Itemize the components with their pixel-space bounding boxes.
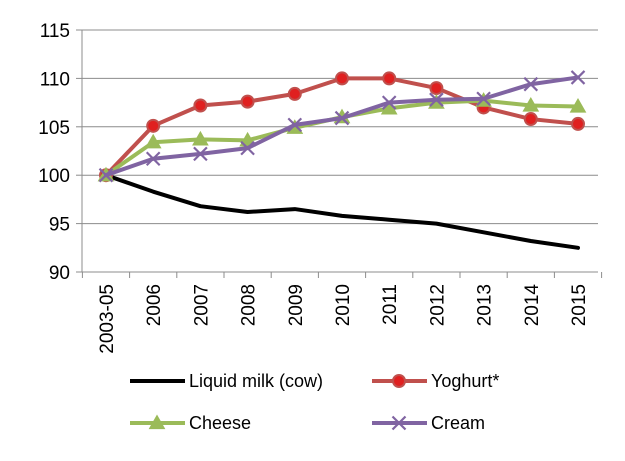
- x-tick-label: 2014: [522, 284, 543, 327]
- marker-stroke: [381, 95, 397, 110]
- data-point-yoghurt: [240, 94, 255, 109]
- x-tick-label: 2015: [569, 284, 590, 326]
- marker-stroke: [240, 140, 255, 156]
- data-point-yoghurt: [571, 116, 585, 131]
- marker-stroke: [429, 92, 444, 107]
- marker-stroke: [98, 167, 114, 183]
- gridlines: [82, 29, 598, 225]
- x-tick-label: 2013: [475, 284, 496, 326]
- data-point-cream: [429, 92, 444, 107]
- legend-item-cream: Cream: [372, 413, 485, 433]
- x-tick-label: 2008: [239, 284, 260, 326]
- legend: Liquid milk (cow) Yoghurt* Cheese Cream: [130, 371, 499, 433]
- legend-label: Liquid milk (cow): [189, 371, 323, 391]
- axes: [76, 29, 603, 278]
- y-tick-label: 95: [49, 215, 70, 236]
- data-point-cream: [570, 70, 586, 85]
- data-point-cheese: [569, 97, 587, 113]
- y-tick-label: 90: [49, 263, 70, 284]
- legend-label: Yoghurt*: [431, 371, 499, 391]
- y-axis-tick-labels: 90 95 100 105 110 115: [38, 21, 70, 284]
- data-point-cream: [381, 95, 397, 110]
- legend-item-liquid-milk-cow: Liquid milk (cow): [130, 371, 323, 391]
- x-tick-label: 2009: [286, 284, 307, 326]
- series-line-liquid-milk-cow: [104, 173, 580, 250]
- data-point-yoghurt: [146, 118, 161, 133]
- data-point-yoghurt: [287, 86, 302, 101]
- data-point-yoghurt: [193, 98, 208, 113]
- series-liquid-milk-cow: [104, 173, 580, 250]
- marker-stroke: [287, 117, 303, 133]
- marker-stroke: [145, 151, 161, 167]
- series-cream: [98, 70, 586, 183]
- legend-marker: [392, 374, 406, 388]
- marker-stroke: [391, 415, 407, 431]
- x-tick-label: 2006: [144, 284, 165, 326]
- data-point-cheese: [522, 96, 540, 112]
- data-point-yoghurt: [382, 71, 397, 86]
- data-point-cream: [240, 140, 255, 156]
- data-point-yoghurt: [523, 112, 538, 127]
- data-point-cream: [193, 146, 208, 162]
- data-point-cream: [98, 167, 114, 183]
- x-tick-label: 2007: [191, 284, 212, 326]
- data-point-cheese: [192, 130, 209, 146]
- legend-marker: [391, 415, 407, 431]
- data-point-cream: [476, 91, 491, 107]
- legend-marker: [148, 414, 166, 430]
- data-point-cheese: [144, 133, 162, 149]
- x-tick-label: 2011: [380, 284, 401, 325]
- x-tick-label: 2010: [333, 284, 354, 326]
- marker-stroke: [334, 110, 350, 126]
- x-axis-tick-labels: 2003-05 2006 2007 2008 2009 2010 2011 2012 2013 2…: [97, 284, 590, 354]
- legend-label: Cream: [431, 413, 485, 433]
- data-point-cream: [287, 117, 303, 133]
- data-point-cream: [145, 151, 161, 167]
- y-tick-label: 115: [40, 21, 70, 42]
- series-lines: [97, 70, 587, 250]
- y-tick-label: 100: [38, 166, 70, 187]
- x-tick-label: 2012: [427, 284, 448, 326]
- data-point-cream: [523, 76, 539, 92]
- series-cheese: [97, 92, 587, 182]
- y-tick-label: 105: [38, 118, 70, 139]
- legend-label: Cheese: [189, 413, 251, 433]
- legend-item-yoghurt: Yoghurt*: [372, 371, 499, 391]
- marker-stroke: [523, 76, 539, 92]
- marker-stroke: [193, 146, 208, 162]
- y-tick-label: 110: [40, 69, 70, 90]
- legend-item-cheese: Cheese: [130, 413, 251, 433]
- data-point-cream: [334, 110, 350, 126]
- data-point-yoghurt: [335, 71, 349, 86]
- x-tick-label: 2003-05: [97, 284, 118, 354]
- marker-stroke: [570, 70, 586, 85]
- data-point-yoghurt: [429, 81, 444, 96]
- marker-stroke: [476, 91, 491, 107]
